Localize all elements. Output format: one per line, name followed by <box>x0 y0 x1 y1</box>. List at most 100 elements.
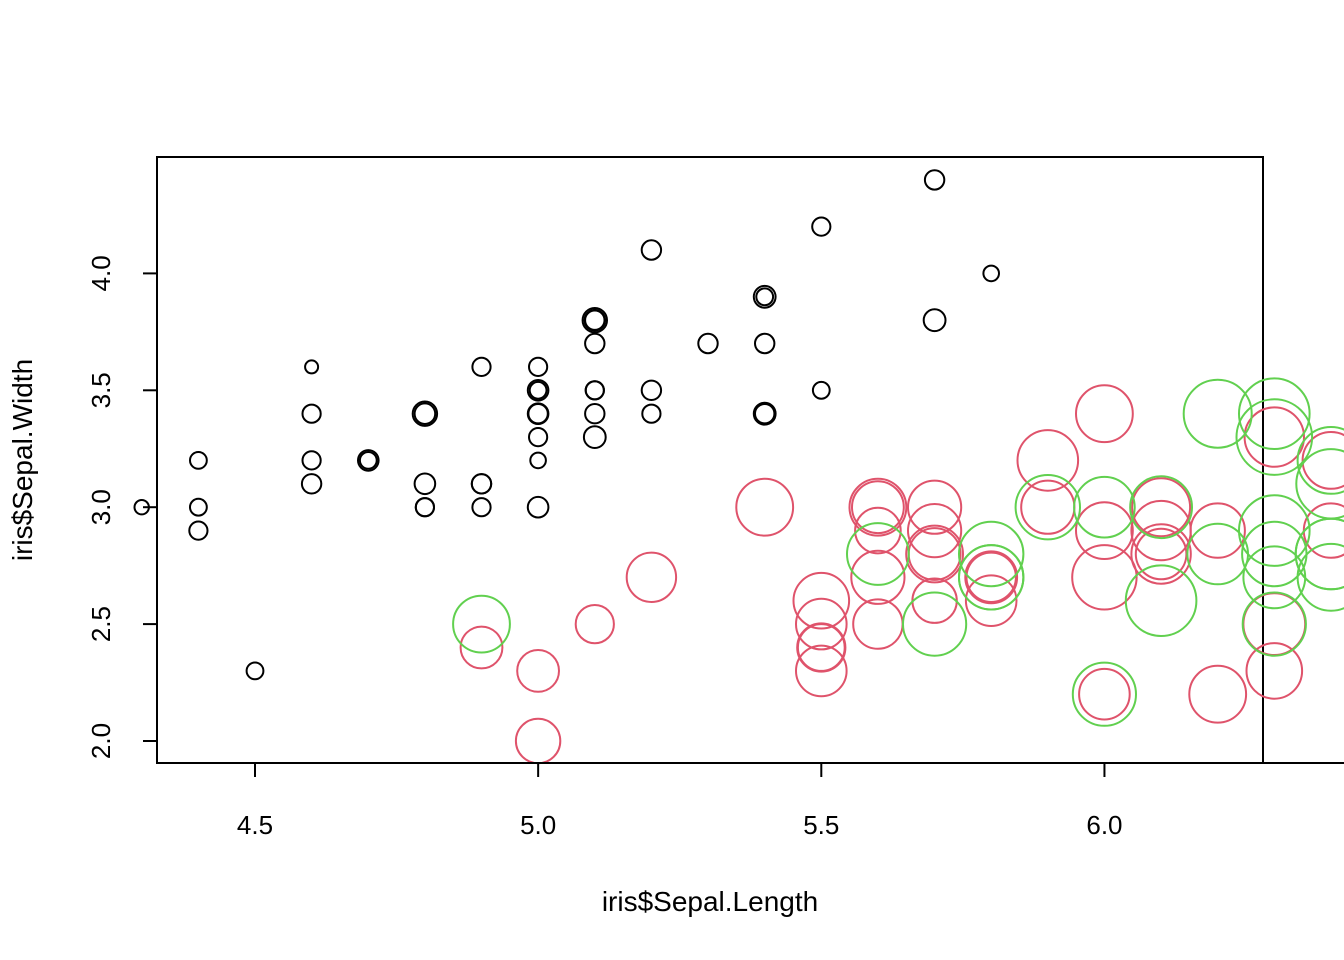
data-point <box>1238 377 1311 451</box>
data-point <box>752 284 777 309</box>
y-axis-title: iris$Sepal.Width <box>7 359 38 561</box>
data-point <box>852 598 904 650</box>
data-point <box>526 402 550 426</box>
x-tick-label: 4.5 <box>237 810 273 840</box>
data-point <box>584 403 606 425</box>
data-point <box>1131 477 1192 538</box>
data-point <box>301 450 322 471</box>
y-tick-label: 4.0 <box>86 255 116 291</box>
data-point <box>795 597 848 651</box>
x-axis: 4.55.05.56.06.57.07.58.0 <box>237 762 1344 840</box>
data-point <box>1075 501 1134 560</box>
data-point <box>905 524 964 584</box>
data-point <box>1016 429 1080 492</box>
data-point <box>1243 406 1306 468</box>
data-point <box>471 356 492 377</box>
data-point <box>848 477 908 537</box>
data-point <box>1182 378 1253 449</box>
data-point <box>792 571 851 630</box>
data-point <box>529 451 547 470</box>
data-point <box>735 477 795 537</box>
data-point <box>964 574 1018 628</box>
data-point <box>1124 564 1198 638</box>
data-point <box>754 332 776 355</box>
data-point <box>516 649 560 693</box>
data-point <box>358 451 378 470</box>
data-point <box>1189 502 1246 559</box>
data-point <box>1235 398 1314 476</box>
data-point <box>1238 494 1311 567</box>
data-point <box>795 644 848 698</box>
data-point <box>923 169 946 191</box>
data-point <box>357 449 380 472</box>
data-point <box>907 502 963 559</box>
data-point <box>189 497 208 517</box>
data-point <box>982 264 1001 283</box>
data-point <box>851 480 905 535</box>
data-point <box>1075 384 1134 444</box>
data-point <box>964 550 1019 605</box>
data-point <box>459 625 504 670</box>
data-point <box>755 287 775 307</box>
data-point <box>907 527 962 581</box>
data-point <box>854 506 902 555</box>
y-tick-label: 2.5 <box>86 606 116 642</box>
data-point <box>300 473 323 495</box>
data-point <box>640 239 663 261</box>
data-point <box>1186 522 1249 586</box>
data-point <box>413 472 437 496</box>
data-point <box>471 497 492 518</box>
data-point <box>1242 592 1307 656</box>
x-tick-label: 6.0 <box>1086 810 1122 840</box>
data-point <box>189 451 208 470</box>
data-point <box>583 308 607 332</box>
data-point <box>574 604 615 645</box>
data-point <box>1014 474 1082 541</box>
y-tick-label: 2.0 <box>86 723 116 759</box>
data-point <box>581 307 608 334</box>
data-point <box>514 717 562 765</box>
data-point <box>958 520 1025 588</box>
data-point <box>697 332 719 355</box>
data-point <box>641 403 662 424</box>
data-point <box>1295 448 1344 520</box>
data-point <box>1129 475 1193 540</box>
data-point <box>470 473 493 495</box>
data-point <box>1245 642 1304 700</box>
data-point <box>1071 661 1138 727</box>
data-point <box>850 549 906 605</box>
x-tick-label: 5.5 <box>803 810 839 840</box>
data-point <box>1130 523 1192 585</box>
data-point <box>907 479 963 535</box>
data-point <box>811 380 831 400</box>
data-point <box>752 401 777 426</box>
data-point <box>528 427 549 448</box>
data-point <box>1241 591 1307 657</box>
data-point <box>846 522 910 586</box>
data-point <box>528 356 549 377</box>
data-point <box>528 380 548 400</box>
data-point <box>526 379 550 402</box>
data-point <box>1296 426 1344 495</box>
data-point <box>1073 475 1136 539</box>
x-axis-title: iris$Sepal.Length <box>602 886 818 917</box>
data-point <box>1071 544 1138 611</box>
data-point <box>452 594 511 654</box>
data-point <box>1241 520 1308 588</box>
data-point <box>582 425 607 450</box>
data-point <box>625 551 678 603</box>
y-tick-label: 3.5 <box>86 372 116 408</box>
data-point <box>1188 664 1248 724</box>
data-point <box>245 661 265 681</box>
data-point <box>301 403 322 424</box>
data-point <box>584 380 605 401</box>
data-point <box>796 623 846 672</box>
data-point <box>584 332 606 355</box>
data-point <box>413 402 437 426</box>
data-point <box>414 497 435 518</box>
data-point <box>411 400 439 427</box>
data-point <box>1301 431 1344 490</box>
data-point <box>911 577 958 624</box>
data-point <box>902 591 968 657</box>
